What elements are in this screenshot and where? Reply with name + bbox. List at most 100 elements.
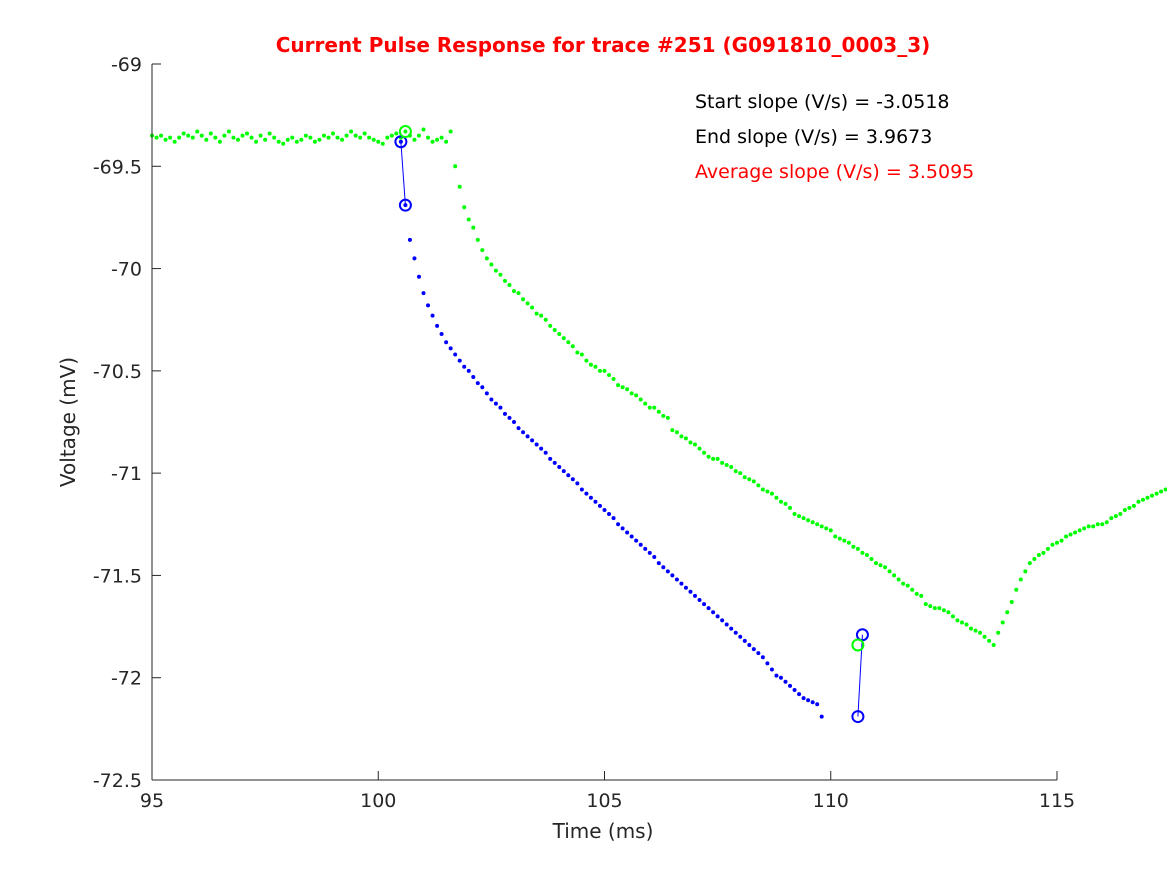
data-point bbox=[661, 565, 666, 570]
data-point bbox=[249, 135, 254, 140]
data-point bbox=[801, 516, 806, 521]
data-point bbox=[507, 282, 512, 287]
data-point bbox=[245, 131, 250, 136]
data-point bbox=[466, 217, 471, 222]
data-point bbox=[643, 546, 648, 551]
data-point bbox=[932, 606, 937, 611]
data-point bbox=[656, 409, 661, 414]
data-point bbox=[303, 133, 308, 138]
data-point bbox=[629, 391, 634, 396]
data-point bbox=[534, 442, 539, 447]
data-point bbox=[398, 139, 403, 144]
data-point bbox=[638, 397, 643, 402]
data-point bbox=[240, 133, 245, 138]
data-point bbox=[842, 538, 847, 543]
blue-trace-series bbox=[398, 139, 824, 719]
data-point bbox=[1009, 600, 1014, 605]
y-tick-label: -72 bbox=[111, 668, 142, 690]
data-point bbox=[1136, 499, 1141, 504]
data-point bbox=[593, 364, 598, 369]
data-point bbox=[982, 634, 987, 639]
data-point bbox=[570, 477, 575, 482]
data-point bbox=[602, 368, 607, 373]
data-point bbox=[1086, 524, 1091, 529]
data-point bbox=[860, 550, 865, 555]
data-point bbox=[190, 135, 195, 140]
data-point bbox=[1055, 540, 1059, 545]
data-point bbox=[1091, 524, 1096, 529]
y-tick-label: -70 bbox=[111, 259, 142, 281]
data-point bbox=[729, 626, 734, 631]
data-point bbox=[276, 139, 281, 144]
data-point bbox=[674, 430, 679, 435]
data-point bbox=[674, 577, 679, 582]
data-point bbox=[475, 381, 480, 386]
data-point bbox=[747, 642, 752, 647]
data-point bbox=[154, 135, 159, 140]
data-point bbox=[611, 377, 616, 382]
data-point bbox=[851, 544, 856, 549]
data-point bbox=[561, 469, 566, 474]
data-layer bbox=[150, 125, 1167, 724]
data-point bbox=[498, 405, 503, 410]
data-point bbox=[620, 526, 625, 531]
data-point bbox=[661, 413, 666, 418]
data-point bbox=[828, 528, 833, 533]
data-point bbox=[616, 383, 621, 388]
data-point bbox=[742, 475, 747, 480]
data-point bbox=[774, 673, 779, 678]
data-point bbox=[1104, 520, 1109, 525]
data-point bbox=[751, 647, 756, 652]
data-point bbox=[448, 346, 453, 351]
data-point bbox=[272, 135, 277, 140]
data-point bbox=[471, 225, 476, 230]
data-point bbox=[878, 563, 883, 568]
data-point bbox=[416, 274, 421, 279]
data-point bbox=[697, 446, 702, 451]
data-point bbox=[421, 291, 426, 296]
data-point bbox=[1077, 528, 1082, 533]
data-point bbox=[715, 456, 720, 461]
data-point bbox=[760, 487, 765, 492]
data-point bbox=[711, 610, 716, 615]
data-point bbox=[534, 311, 539, 316]
data-point bbox=[950, 614, 955, 619]
data-point bbox=[403, 129, 408, 134]
y-tick-label: -71 bbox=[111, 463, 142, 485]
end-slope-annotation: End slope (V/s) = 3.9673 bbox=[695, 126, 932, 148]
data-point bbox=[1027, 561, 1032, 566]
data-point bbox=[1014, 587, 1019, 592]
data-point bbox=[969, 626, 974, 631]
data-point bbox=[489, 262, 494, 267]
data-point bbox=[566, 340, 571, 345]
data-point bbox=[670, 573, 675, 578]
data-point bbox=[679, 581, 684, 586]
data-point bbox=[502, 411, 507, 416]
data-point bbox=[987, 638, 992, 643]
data-point bbox=[530, 305, 535, 310]
data-point bbox=[874, 561, 878, 566]
data-point bbox=[1145, 495, 1150, 500]
data-point bbox=[493, 401, 498, 406]
data-point bbox=[683, 436, 688, 441]
data-point bbox=[941, 608, 946, 613]
data-point bbox=[683, 585, 688, 590]
data-point bbox=[978, 630, 983, 635]
data-point bbox=[1041, 550, 1046, 555]
data-point bbox=[484, 391, 489, 396]
data-point bbox=[570, 344, 575, 349]
data-point bbox=[235, 137, 240, 142]
data-point bbox=[340, 137, 345, 142]
data-point bbox=[412, 137, 417, 142]
data-point bbox=[462, 364, 467, 369]
data-point bbox=[543, 317, 548, 322]
data-point bbox=[480, 248, 485, 253]
data-point bbox=[797, 692, 802, 697]
data-point bbox=[806, 698, 811, 703]
data-point bbox=[810, 520, 815, 525]
data-point bbox=[819, 714, 824, 719]
data-point bbox=[729, 465, 734, 470]
data-point bbox=[426, 135, 431, 140]
data-point bbox=[634, 393, 639, 398]
data-point bbox=[1109, 516, 1114, 521]
